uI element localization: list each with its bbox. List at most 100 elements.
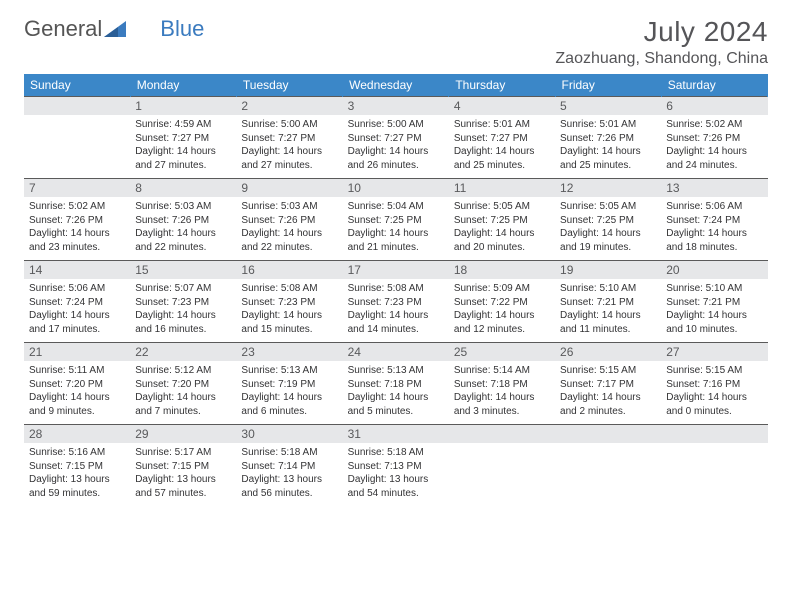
day-number: 18 xyxy=(449,261,555,279)
sunrise-line: Sunrise: 5:05 AM xyxy=(454,200,550,214)
sunrise-line: Sunrise: 5:11 AM xyxy=(29,364,125,378)
day-number: 24 xyxy=(343,343,449,361)
calendar-day: 28Sunrise: 5:16 AMSunset: 7:15 PMDayligh… xyxy=(24,425,130,507)
sunrise-line: Sunrise: 5:04 AM xyxy=(348,200,444,214)
dow-monday: Monday xyxy=(130,74,236,97)
daylight-line: Daylight: 14 hours and 9 minutes. xyxy=(29,391,125,418)
day-number: 6 xyxy=(661,97,767,115)
calendar-day: 18Sunrise: 5:09 AMSunset: 7:22 PMDayligh… xyxy=(449,261,555,343)
daylight-line: Daylight: 14 hours and 19 minutes. xyxy=(560,227,656,254)
calendar-day: 21Sunrise: 5:11 AMSunset: 7:20 PMDayligh… xyxy=(24,343,130,425)
sunset-line: Sunset: 7:23 PM xyxy=(241,296,337,310)
day-details: Sunrise: 5:00 AMSunset: 7:27 PMDaylight:… xyxy=(343,115,449,178)
dow-tuesday: Tuesday xyxy=(236,74,342,97)
day-details: Sunrise: 5:09 AMSunset: 7:22 PMDaylight:… xyxy=(449,279,555,342)
daylight-line: Daylight: 14 hours and 14 minutes. xyxy=(348,309,444,336)
sunset-line: Sunset: 7:15 PM xyxy=(29,460,125,474)
daylight-line: Daylight: 14 hours and 0 minutes. xyxy=(666,391,762,418)
sunset-line: Sunset: 7:23 PM xyxy=(348,296,444,310)
sunset-line: Sunset: 7:18 PM xyxy=(348,378,444,392)
day-number: 21 xyxy=(24,343,130,361)
calendar-day: 25Sunrise: 5:14 AMSunset: 7:18 PMDayligh… xyxy=(449,343,555,425)
day-number: 11 xyxy=(449,179,555,197)
sunset-line: Sunset: 7:21 PM xyxy=(666,296,762,310)
sunrise-line: Sunrise: 5:17 AM xyxy=(135,446,231,460)
sunset-line: Sunset: 7:19 PM xyxy=(241,378,337,392)
sunset-line: Sunset: 7:26 PM xyxy=(666,132,762,146)
day-number: 31 xyxy=(343,425,449,443)
day-details: Sunrise: 5:04 AMSunset: 7:25 PMDaylight:… xyxy=(343,197,449,260)
day-details: Sunrise: 5:08 AMSunset: 7:23 PMDaylight:… xyxy=(236,279,342,342)
day-number: 5 xyxy=(555,97,661,115)
brand-part2: Blue xyxy=(160,16,204,42)
day-number xyxy=(555,425,661,443)
calendar-day: 11Sunrise: 5:05 AMSunset: 7:25 PMDayligh… xyxy=(449,179,555,261)
sunset-line: Sunset: 7:15 PM xyxy=(135,460,231,474)
sunrise-line: Sunrise: 5:05 AM xyxy=(560,200,656,214)
sunrise-line: Sunrise: 5:15 AM xyxy=(560,364,656,378)
calendar-empty-day xyxy=(24,97,130,179)
sunset-line: Sunset: 7:26 PM xyxy=(241,214,337,228)
sunrise-line: Sunrise: 5:08 AM xyxy=(241,282,337,296)
calendar-day: 16Sunrise: 5:08 AMSunset: 7:23 PMDayligh… xyxy=(236,261,342,343)
day-number: 27 xyxy=(661,343,767,361)
calendar-week-row: 28Sunrise: 5:16 AMSunset: 7:15 PMDayligh… xyxy=(24,425,768,507)
daylight-line: Daylight: 14 hours and 20 minutes. xyxy=(454,227,550,254)
calendar-day: 1Sunrise: 4:59 AMSunset: 7:27 PMDaylight… xyxy=(130,97,236,179)
calendar-week-row: 14Sunrise: 5:06 AMSunset: 7:24 PMDayligh… xyxy=(24,261,768,343)
dow-friday: Friday xyxy=(555,74,661,97)
daylight-line: Daylight: 14 hours and 17 minutes. xyxy=(29,309,125,336)
sunrise-line: Sunrise: 5:13 AM xyxy=(241,364,337,378)
day-number: 12 xyxy=(555,179,661,197)
daylight-line: Daylight: 14 hours and 23 minutes. xyxy=(29,227,125,254)
daylight-line: Daylight: 14 hours and 27 minutes. xyxy=(241,145,337,172)
sunset-line: Sunset: 7:22 PM xyxy=(454,296,550,310)
calendar-empty-day xyxy=(449,425,555,507)
sunrise-line: Sunrise: 5:09 AM xyxy=(454,282,550,296)
daylight-line: Daylight: 14 hours and 12 minutes. xyxy=(454,309,550,336)
sunrise-line: Sunrise: 5:01 AM xyxy=(560,118,656,132)
calendar-day: 14Sunrise: 5:06 AMSunset: 7:24 PMDayligh… xyxy=(24,261,130,343)
sunset-line: Sunset: 7:27 PM xyxy=(241,132,337,146)
calendar-day: 23Sunrise: 5:13 AMSunset: 7:19 PMDayligh… xyxy=(236,343,342,425)
day-number: 16 xyxy=(236,261,342,279)
calendar-day: 9Sunrise: 5:03 AMSunset: 7:26 PMDaylight… xyxy=(236,179,342,261)
sunrise-line: Sunrise: 5:18 AM xyxy=(241,446,337,460)
daylight-line: Daylight: 14 hours and 16 minutes. xyxy=(135,309,231,336)
day-details: Sunrise: 5:11 AMSunset: 7:20 PMDaylight:… xyxy=(24,361,130,424)
calendar-week-row: 1Sunrise: 4:59 AMSunset: 7:27 PMDaylight… xyxy=(24,97,768,179)
day-number: 23 xyxy=(236,343,342,361)
day-number: 7 xyxy=(24,179,130,197)
brand-logo: General Blue xyxy=(24,16,204,42)
daylight-line: Daylight: 14 hours and 5 minutes. xyxy=(348,391,444,418)
day-details: Sunrise: 5:05 AMSunset: 7:25 PMDaylight:… xyxy=(555,197,661,260)
daylight-line: Daylight: 14 hours and 18 minutes. xyxy=(666,227,762,254)
sunset-line: Sunset: 7:27 PM xyxy=(348,132,444,146)
day-details: Sunrise: 5:17 AMSunset: 7:15 PMDaylight:… xyxy=(130,443,236,506)
dow-saturday: Saturday xyxy=(661,74,767,97)
daylight-line: Daylight: 14 hours and 21 minutes. xyxy=(348,227,444,254)
day-number: 3 xyxy=(343,97,449,115)
day-details: Sunrise: 5:05 AMSunset: 7:25 PMDaylight:… xyxy=(449,197,555,260)
calendar-body: 1Sunrise: 4:59 AMSunset: 7:27 PMDaylight… xyxy=(24,97,768,507)
title-block: July 2024 Zaozhuang, Shandong, China xyxy=(555,16,768,68)
sunset-line: Sunset: 7:25 PM xyxy=(560,214,656,228)
day-details: Sunrise: 5:02 AMSunset: 7:26 PMDaylight:… xyxy=(24,197,130,260)
daylight-line: Daylight: 14 hours and 22 minutes. xyxy=(241,227,337,254)
sunrise-line: Sunrise: 5:00 AM xyxy=(241,118,337,132)
calendar-empty-day xyxy=(555,425,661,507)
calendar-day: 22Sunrise: 5:12 AMSunset: 7:20 PMDayligh… xyxy=(130,343,236,425)
day-details: Sunrise: 5:15 AMSunset: 7:17 PMDaylight:… xyxy=(555,361,661,424)
month-title: July 2024 xyxy=(555,16,768,48)
day-details: Sunrise: 5:02 AMSunset: 7:26 PMDaylight:… xyxy=(661,115,767,178)
calendar-day: 29Sunrise: 5:17 AMSunset: 7:15 PMDayligh… xyxy=(130,425,236,507)
day-number: 14 xyxy=(24,261,130,279)
day-details: Sunrise: 5:14 AMSunset: 7:18 PMDaylight:… xyxy=(449,361,555,424)
sunset-line: Sunset: 7:26 PM xyxy=(29,214,125,228)
sunset-line: Sunset: 7:27 PM xyxy=(135,132,231,146)
sunrise-line: Sunrise: 5:00 AM xyxy=(348,118,444,132)
daylight-line: Daylight: 13 hours and 59 minutes. xyxy=(29,473,125,500)
sunset-line: Sunset: 7:23 PM xyxy=(135,296,231,310)
sunset-line: Sunset: 7:25 PM xyxy=(454,214,550,228)
sunrise-line: Sunrise: 5:13 AM xyxy=(348,364,444,378)
